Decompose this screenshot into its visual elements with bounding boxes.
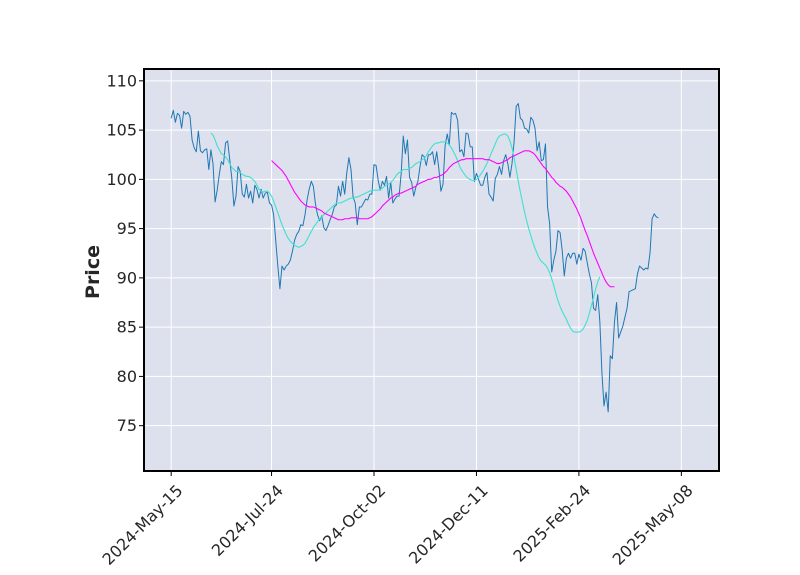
- y-tick-label: 110: [106, 71, 137, 90]
- y-axis: 75 80 85 90 95 100 105 110: [106, 71, 144, 435]
- moving-average-short-line: [210, 132, 601, 333]
- series-group: [170, 102, 659, 413]
- x-tick-label: 2024-Oct-02: [305, 481, 390, 566]
- y-tick-label: 85: [117, 318, 137, 337]
- y-tick-label: 80: [117, 367, 137, 386]
- y-tick-label: 95: [117, 219, 137, 238]
- y-tick-label: 100: [106, 170, 137, 189]
- x-tick-label: 2025-May-08: [609, 481, 697, 569]
- y-tick-label: 105: [106, 121, 137, 140]
- x-tick-label: 2024-Jul-24: [208, 481, 287, 560]
- moving-average-long-line: [271, 150, 615, 288]
- x-tick-label: 2024-May-15: [99, 481, 187, 569]
- x-tick-label: 2025-Feb-24: [509, 481, 594, 566]
- plot-area: [144, 69, 719, 471]
- plot-frame: [143, 68, 720, 472]
- x-axis: 2024-May-15 2024-Jul-24 2024-Oct-02 2024-De…: [99, 471, 697, 569]
- y-tick-label: 90: [117, 268, 137, 287]
- x-tick-label: 2024-Dec-11: [405, 481, 492, 568]
- price-line: [170, 102, 659, 413]
- y-axis-title: Price: [82, 245, 104, 299]
- y-tick-label: 75: [117, 416, 137, 435]
